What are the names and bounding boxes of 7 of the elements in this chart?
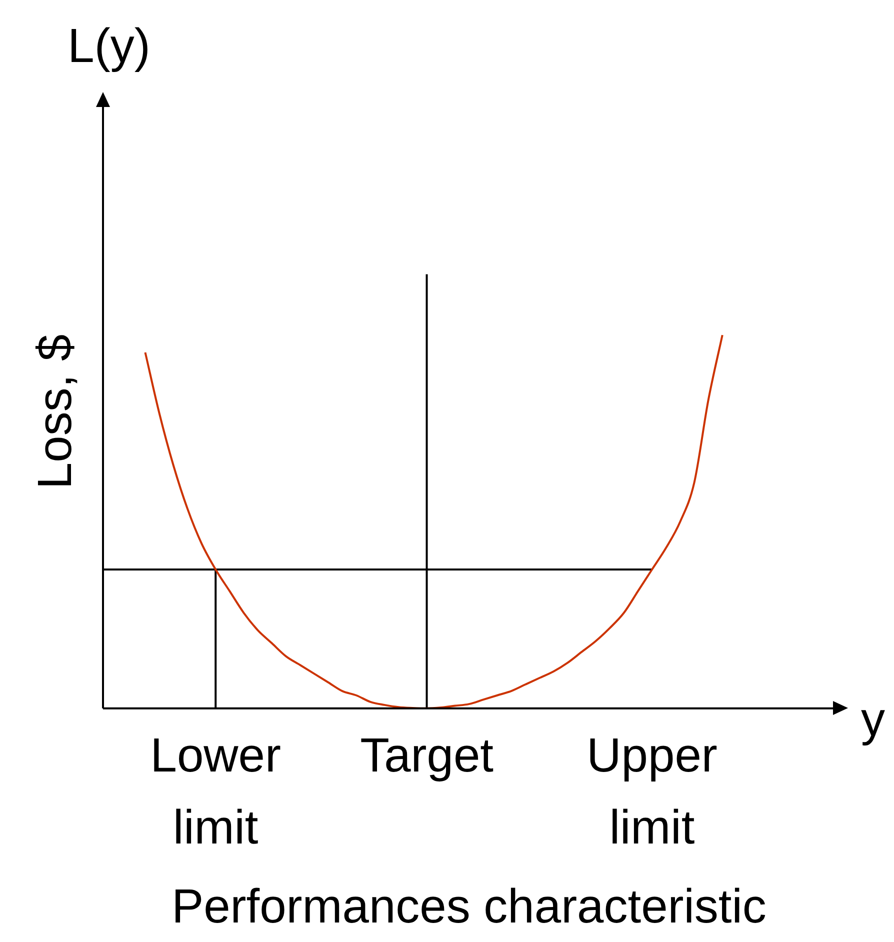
y-axis-title: Loss, $	[29, 334, 82, 490]
x-tick-label: Upper limit	[586, 730, 718, 855]
chart-title: L(y)	[68, 20, 150, 73]
x-tick-label: Target	[360, 730, 494, 783]
text: y	[861, 694, 885, 747]
x-axis-title: Performances characteristic	[172, 880, 766, 934]
x-tick-label: Lower limit	[150, 730, 281, 855]
